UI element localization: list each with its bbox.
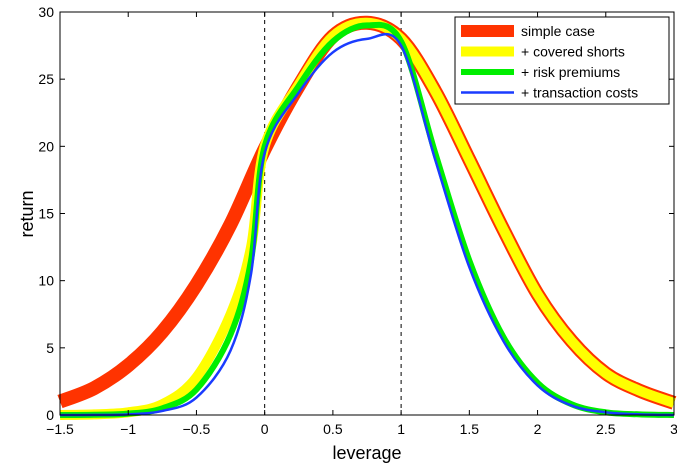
x-axis-ticks: −1.5 −1 −0.5 0 0.5 1 1.5 2 2.5 3	[46, 12, 677, 437]
x-tick-label: −0.5	[183, 421, 211, 437]
x-tick-label: 0.5	[323, 421, 343, 437]
y-axis-label: return	[17, 190, 37, 237]
legend: simple case + covered shorts + risk premiu…	[454, 16, 670, 105]
y-tick-label: 5	[46, 340, 54, 356]
x-tick-label: 2.5	[596, 421, 616, 437]
x-tick-label: −1	[120, 421, 136, 437]
y-tick-label: 25	[38, 71, 54, 87]
y-tick-label: 20	[38, 138, 54, 154]
reference-lines	[264, 12, 402, 415]
y-axis-ticks: 0 5 10 15 20 25 30	[38, 4, 674, 423]
x-tick-label: 1.5	[460, 421, 480, 437]
x-tick-label: −1.5	[46, 421, 74, 437]
x-axis-label: leverage	[332, 443, 401, 463]
y-tick-label: 15	[38, 206, 54, 222]
series-lines	[57, 15, 677, 420]
legend-label-0: simple case	[521, 23, 595, 39]
x-tick-label: 0	[261, 421, 269, 437]
y-tick-label: 0	[46, 407, 54, 423]
y-tick-label: 10	[38, 273, 54, 289]
x-tick-label: 2	[534, 421, 542, 437]
legend-label-3: + transaction costs	[521, 85, 638, 101]
series-line-3	[59, 32, 675, 417]
legend-label-1: + covered shorts	[521, 44, 625, 60]
x-tick-label: 1	[397, 421, 405, 437]
legend-label-2: + risk premiums	[521, 64, 620, 80]
x-tick-label: 3	[670, 421, 677, 437]
series-line-1	[59, 17, 676, 420]
y-tick-label: 30	[38, 4, 54, 20]
series-line-2	[59, 21, 675, 418]
